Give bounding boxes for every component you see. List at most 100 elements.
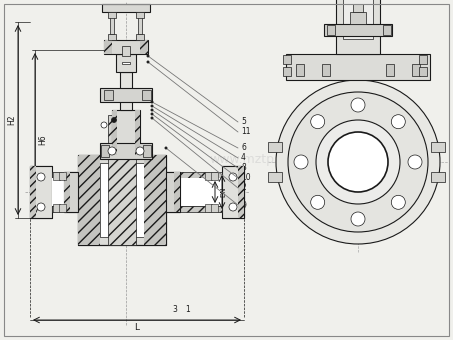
Polygon shape bbox=[100, 143, 152, 159]
Polygon shape bbox=[120, 72, 132, 110]
Bar bbox=[383, 25, 391, 35]
Polygon shape bbox=[104, 40, 148, 54]
Polygon shape bbox=[64, 172, 78, 212]
Bar bbox=[102, 4, 150, 12]
Bar bbox=[268, 142, 282, 152]
Bar bbox=[142, 90, 151, 100]
Bar bbox=[205, 204, 212, 212]
Bar bbox=[59, 172, 66, 180]
Polygon shape bbox=[166, 172, 180, 212]
Circle shape bbox=[288, 92, 428, 232]
Circle shape bbox=[136, 147, 144, 155]
Bar bbox=[52, 178, 78, 206]
Circle shape bbox=[151, 113, 153, 115]
Circle shape bbox=[294, 155, 308, 169]
Text: 2: 2 bbox=[241, 184, 246, 192]
Polygon shape bbox=[112, 110, 117, 155]
Circle shape bbox=[151, 101, 153, 103]
Circle shape bbox=[108, 147, 116, 155]
Circle shape bbox=[151, 117, 153, 119]
Text: DN: DN bbox=[220, 187, 226, 197]
Bar bbox=[324, 24, 392, 36]
Text: 3: 3 bbox=[173, 306, 178, 315]
Bar bbox=[353, 4, 363, 12]
Polygon shape bbox=[135, 110, 140, 155]
Bar bbox=[205, 172, 212, 180]
Circle shape bbox=[311, 115, 325, 129]
Polygon shape bbox=[108, 115, 136, 245]
Bar bbox=[110, 12, 114, 34]
Circle shape bbox=[391, 195, 405, 209]
Circle shape bbox=[37, 173, 45, 181]
Text: 11: 11 bbox=[241, 128, 251, 136]
Polygon shape bbox=[144, 155, 166, 245]
Circle shape bbox=[37, 203, 45, 211]
Circle shape bbox=[408, 155, 422, 169]
Bar bbox=[327, 25, 335, 35]
Circle shape bbox=[147, 55, 149, 57]
Circle shape bbox=[147, 61, 149, 63]
Polygon shape bbox=[166, 206, 222, 212]
Polygon shape bbox=[116, 54, 136, 72]
Bar bbox=[268, 172, 282, 182]
Text: 8: 8 bbox=[241, 164, 246, 172]
Polygon shape bbox=[100, 163, 144, 237]
Circle shape bbox=[351, 98, 365, 112]
Bar bbox=[296, 64, 304, 76]
Circle shape bbox=[229, 173, 237, 181]
Bar bbox=[322, 64, 330, 76]
Bar bbox=[108, 34, 116, 40]
Bar bbox=[283, 67, 291, 76]
Bar bbox=[166, 178, 222, 206]
Polygon shape bbox=[30, 166, 52, 218]
Bar bbox=[412, 64, 420, 76]
Text: L: L bbox=[135, 323, 140, 333]
Bar bbox=[53, 204, 60, 212]
Bar bbox=[286, 54, 430, 80]
Circle shape bbox=[391, 115, 405, 129]
Bar bbox=[122, 46, 130, 56]
Polygon shape bbox=[52, 206, 78, 212]
Text: 9: 9 bbox=[241, 201, 246, 209]
Text: 6: 6 bbox=[241, 143, 246, 153]
Bar bbox=[211, 172, 218, 180]
Bar bbox=[386, 64, 394, 76]
Polygon shape bbox=[140, 40, 148, 54]
Text: H6: H6 bbox=[38, 135, 47, 145]
Circle shape bbox=[328, 132, 388, 192]
Circle shape bbox=[311, 195, 325, 209]
Polygon shape bbox=[78, 155, 166, 245]
Bar bbox=[431, 142, 445, 152]
Bar bbox=[136, 34, 144, 40]
Polygon shape bbox=[238, 166, 244, 218]
Bar bbox=[108, 12, 116, 18]
Polygon shape bbox=[166, 172, 222, 178]
Text: 5: 5 bbox=[241, 118, 246, 126]
Bar bbox=[138, 12, 142, 34]
Circle shape bbox=[276, 80, 440, 244]
Polygon shape bbox=[174, 172, 180, 212]
Circle shape bbox=[229, 203, 237, 211]
Text: 4: 4 bbox=[241, 153, 246, 163]
Text: V: V bbox=[355, 160, 361, 170]
Polygon shape bbox=[100, 88, 152, 102]
Bar bbox=[59, 204, 66, 212]
Polygon shape bbox=[78, 155, 100, 245]
Bar bbox=[336, 0, 380, 54]
Circle shape bbox=[165, 147, 167, 149]
Polygon shape bbox=[30, 166, 36, 218]
Text: 1: 1 bbox=[186, 306, 190, 315]
Polygon shape bbox=[104, 40, 112, 54]
Polygon shape bbox=[64, 172, 70, 212]
Bar bbox=[419, 55, 427, 64]
Text: 10: 10 bbox=[241, 173, 251, 183]
Polygon shape bbox=[222, 166, 244, 218]
Circle shape bbox=[316, 120, 400, 204]
Bar bbox=[431, 172, 445, 182]
Bar bbox=[53, 172, 60, 180]
Circle shape bbox=[351, 212, 365, 226]
Bar bbox=[136, 12, 144, 18]
Bar bbox=[283, 55, 291, 64]
Bar bbox=[350, 12, 366, 24]
Polygon shape bbox=[112, 110, 140, 155]
